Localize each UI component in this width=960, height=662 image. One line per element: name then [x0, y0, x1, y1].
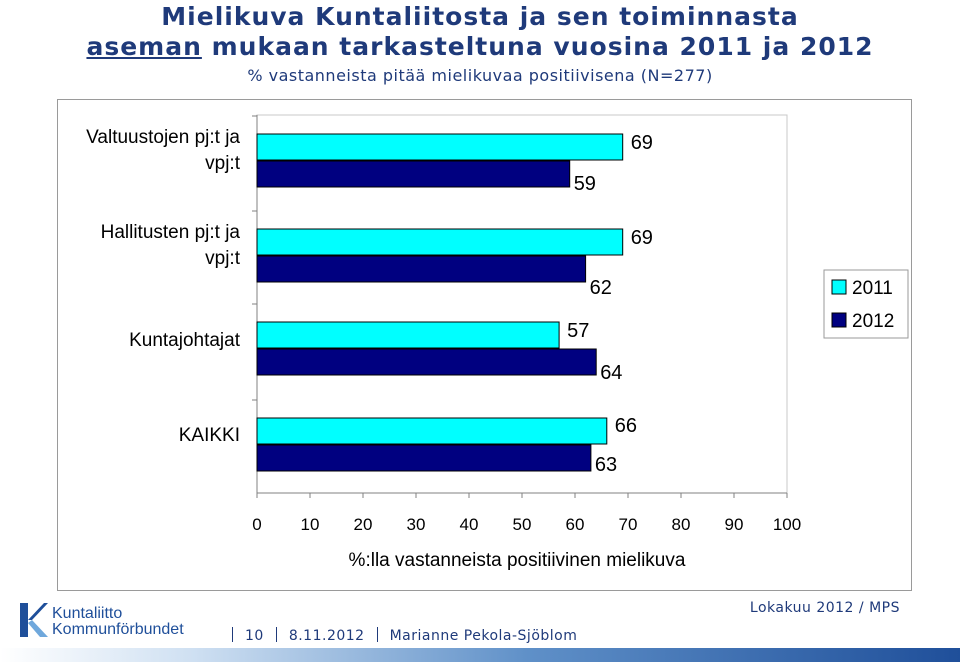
legend-label-2011: 2011	[852, 278, 893, 299]
data-label-2012: 62	[590, 277, 612, 299]
footer-separator	[275, 627, 277, 642]
x-tick-label: 30	[407, 515, 426, 534]
footer-date: 8.11.2012	[288, 628, 365, 644]
x-tick-label: 20	[354, 515, 373, 534]
data-label-2011: 66	[615, 415, 637, 437]
x-tick-label: 60	[566, 515, 585, 534]
data-label-2011: 57	[567, 320, 589, 342]
bar-2011	[256, 417, 608, 445]
title-underlined-word: aseman	[86, 32, 202, 61]
footer-separator	[232, 627, 233, 642]
data-label-2012: 64	[600, 362, 622, 384]
footer-meta: 10 8.11.2012 Marianne Pekola-Sjöblom	[232, 627, 577, 644]
bar-2011	[256, 321, 560, 349]
bar-chart: Valtuustojen pj:t ja vpj:t 69 59 Hallitusten…	[86, 114, 909, 571]
footer-date-right: Lokakuu 2012 / MPS	[749, 600, 900, 616]
legend-swatch-2012	[831, 312, 847, 328]
category-label: Hallitusten pj:t ja	[101, 222, 241, 243]
page-title-line2: aseman mukaan tarkasteltuna vuosina 2011…	[0, 32, 960, 61]
data-label-2012: 63	[595, 454, 617, 476]
logo-text-finnish: Kuntaliitto	[52, 605, 123, 622]
x-tick-label: 80	[672, 515, 691, 534]
logo-text-swedish: Kommunförbundet	[52, 621, 184, 638]
chart-frame	[57, 99, 912, 591]
bar-2011	[256, 133, 624, 161]
footer-separator	[376, 627, 378, 642]
data-label-2011: 69	[631, 132, 653, 154]
x-tick-label: 10	[301, 515, 320, 534]
footer-author: Marianne Pekola-Sjöblom	[389, 628, 578, 644]
bottom-gradient-bar	[0, 648, 960, 662]
x-tick-label: 90	[725, 515, 744, 534]
category-label: KAIKKI	[179, 425, 240, 446]
data-label-2011: 69	[631, 227, 653, 249]
category-label: Kuntajohtajat	[129, 330, 241, 351]
bar-2012	[256, 444, 592, 472]
bar-2012	[256, 160, 571, 188]
data-label-2012: 59	[574, 173, 596, 195]
x-tick-label: 50	[513, 515, 532, 534]
x-tick-label: 40	[460, 515, 479, 534]
page-title: Mielikuva Kuntaliitosta ja sen toiminnas…	[161, 2, 799, 31]
x-axis-title: %:lla vastanneista positiivinen mielikuv…	[349, 550, 686, 571]
chart-subtitle: % vastanneista pitää mielikuvaa positiiv…	[247, 66, 713, 85]
category-label: vpj:t	[205, 153, 241, 174]
category-label: Valtuustojen pj:t ja	[86, 127, 240, 148]
kuntaliitto-logo-icon	[20, 603, 48, 637]
x-tick-label: 70	[619, 515, 638, 534]
legend-label-2012: 2012	[852, 311, 894, 332]
bar-2012	[256, 348, 597, 376]
page-number: 10	[245, 628, 264, 644]
category-label: vpj:t	[205, 248, 241, 269]
x-tick-label: 100	[773, 515, 801, 534]
x-tick-label: 0	[252, 515, 261, 534]
title-rest: mukaan tarkasteltuna vuosina 2011 ja 201…	[201, 32, 874, 61]
bar-2011	[256, 228, 624, 256]
bar-2012	[256, 255, 587, 283]
legend-swatch-2011	[831, 279, 847, 295]
